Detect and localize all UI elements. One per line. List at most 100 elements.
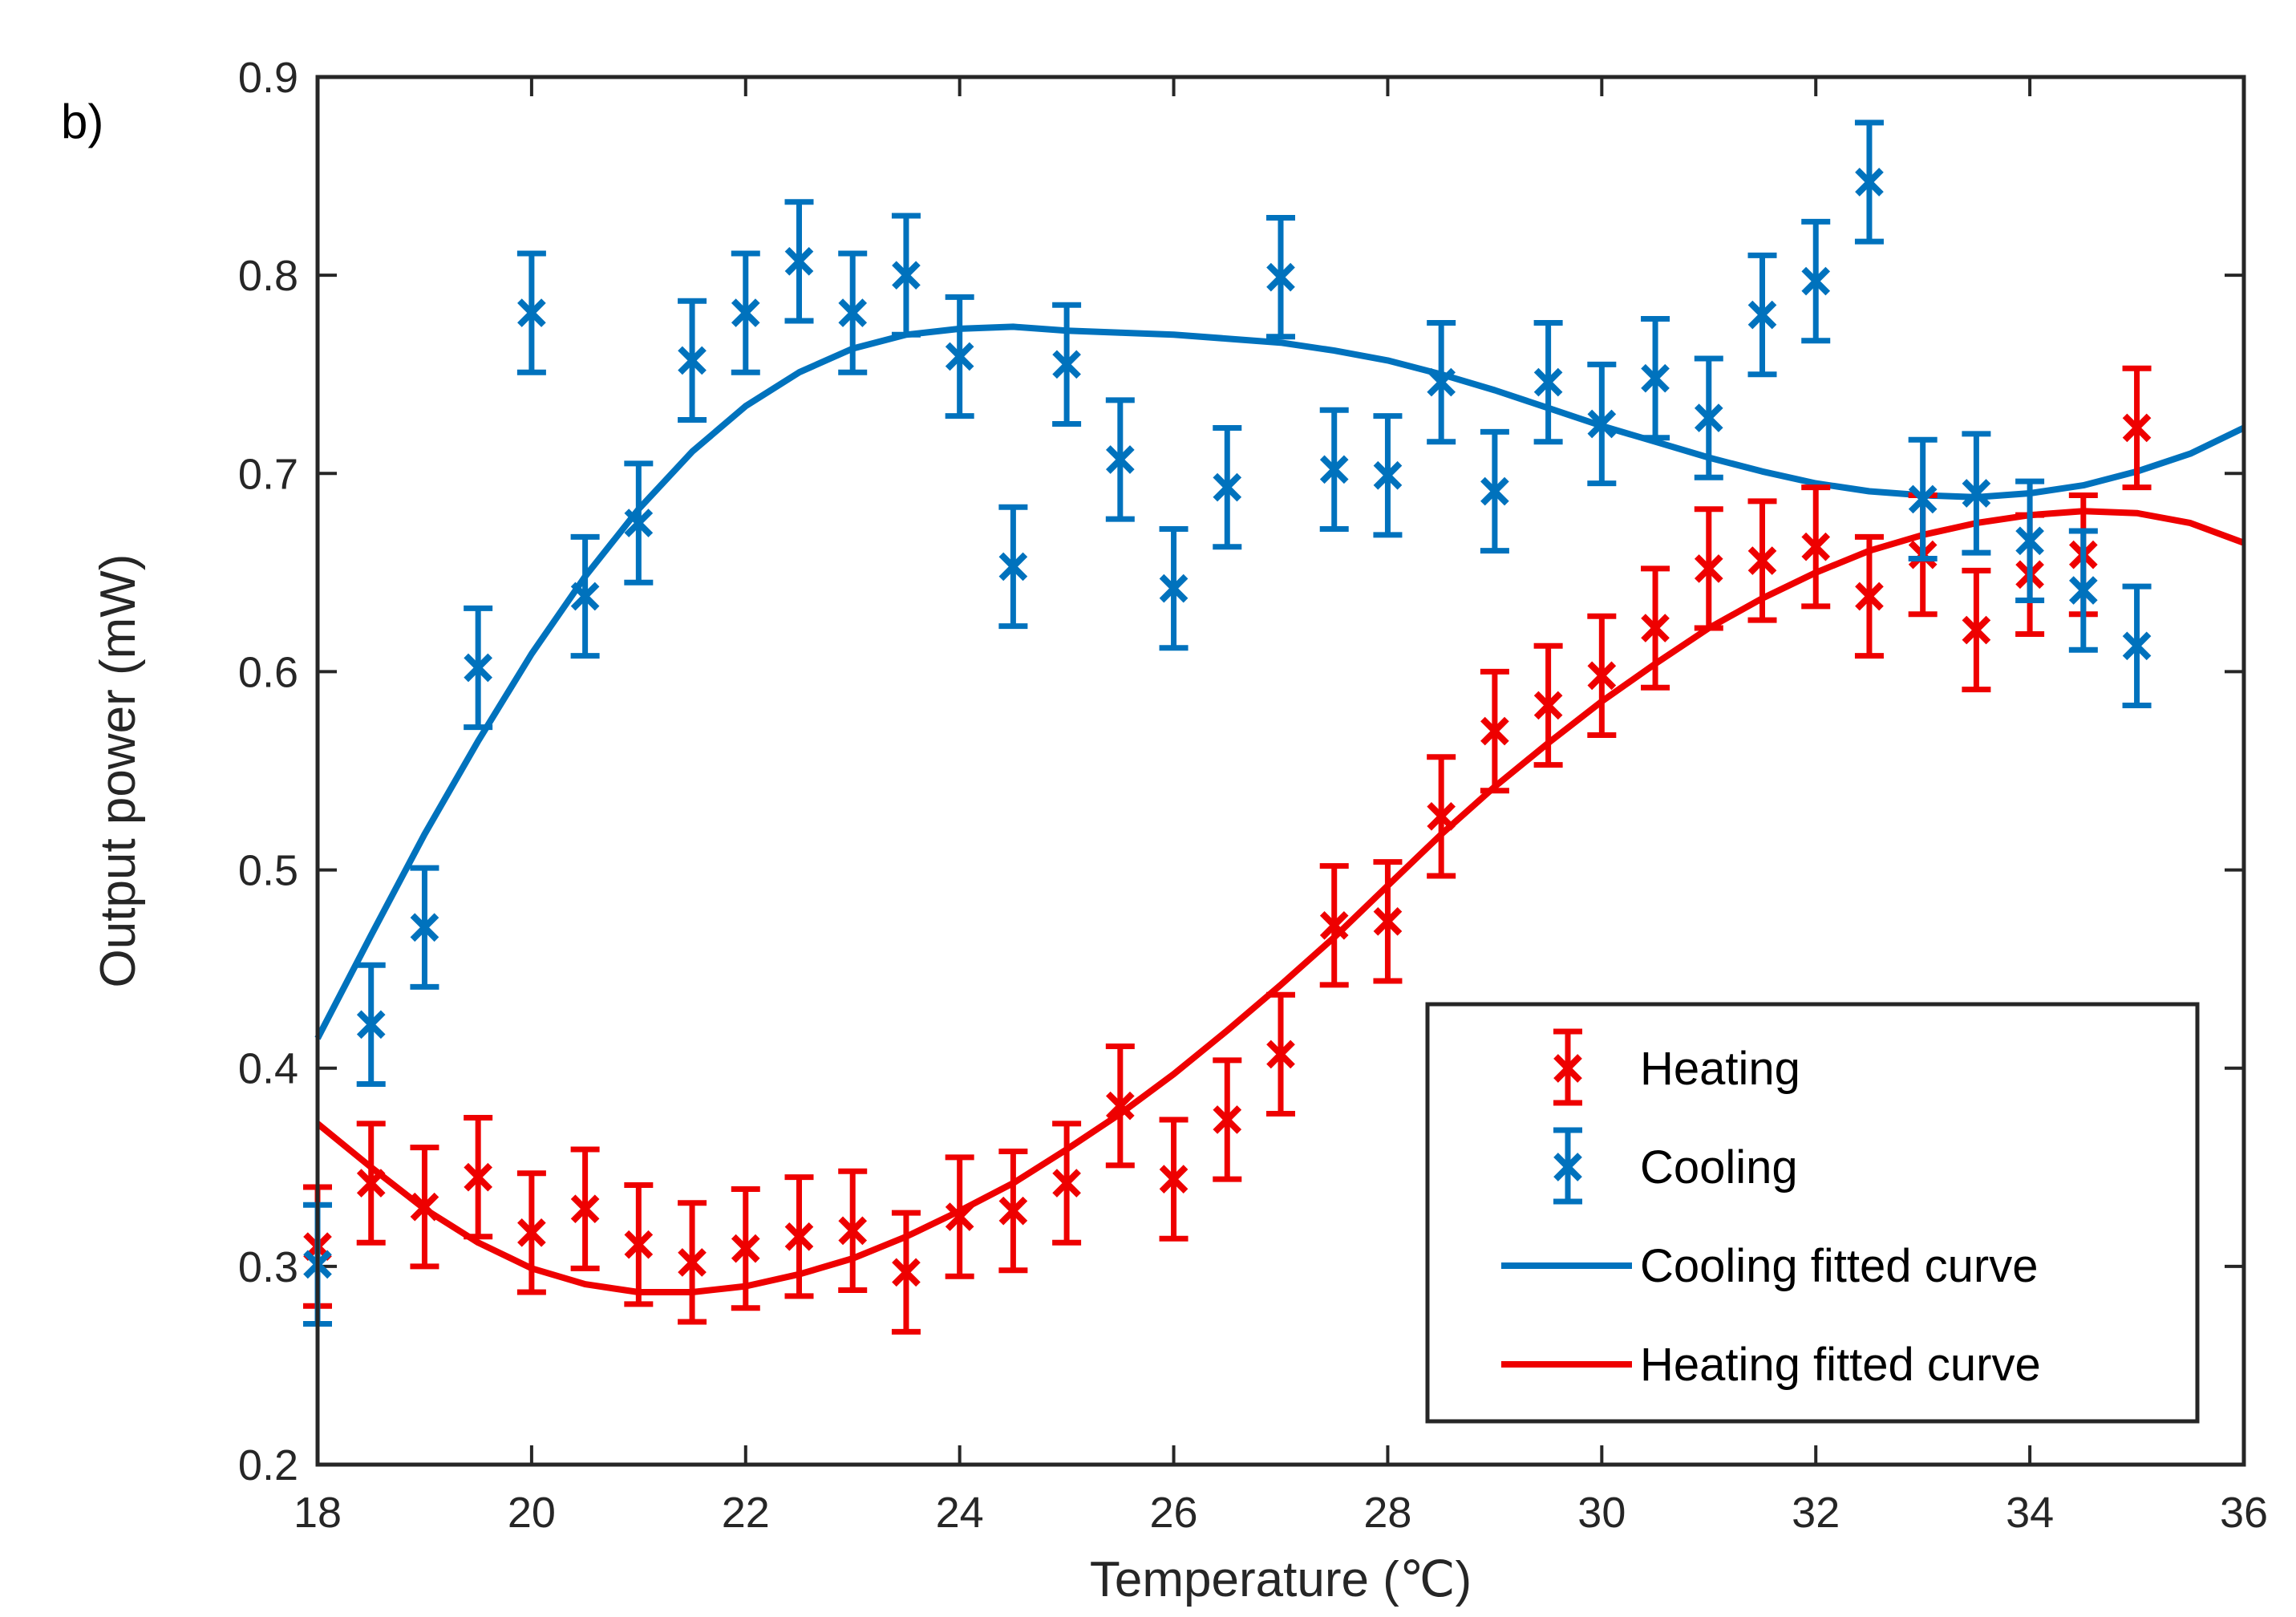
- cooling-point: [1747, 252, 1777, 378]
- x-tick-labels: 18 20 22 24 26 28 30 32 34 36: [294, 1489, 2268, 1537]
- cooling-point: [1373, 413, 1403, 538]
- plot-frame: [315, 75, 2246, 1467]
- legend-box: [1425, 1002, 2200, 1424]
- heating-point: [838, 1168, 868, 1294]
- heating-point: [1052, 1121, 1082, 1246]
- legend-label-cooling: Cooling: [1640, 1141, 1798, 1194]
- y-tick-label: 0.2: [238, 1441, 298, 1489]
- heating-point: [1641, 565, 1670, 691]
- heating-point: [1373, 859, 1403, 984]
- heating-point: [1533, 642, 1563, 768]
- heating-point: [1694, 506, 1723, 631]
- x-tick-label: 30: [1577, 1489, 1626, 1537]
- y-tick-labels: 0.2 0.3 0.4 0.5 0.6 0.7 0.8 0.9: [238, 54, 298, 1489]
- heating-point: [678, 1200, 707, 1325]
- y-tick-label: 0.4: [238, 1045, 298, 1093]
- panel-label: b): [61, 95, 103, 148]
- cooling-point: [2068, 528, 2098, 653]
- cooling-point: [1587, 361, 1617, 487]
- heating-point: [356, 1121, 386, 1246]
- cooling-point: [891, 213, 921, 338]
- heating-point: [2122, 365, 2152, 491]
- cooling-point: [410, 865, 439, 990]
- cooling-point: [1854, 120, 1884, 245]
- cooling-point: [1694, 355, 1723, 480]
- cooling-point: [1908, 436, 1938, 562]
- cooling-point: [1213, 424, 1242, 550]
- x-tick-label: 28: [1363, 1489, 1411, 1537]
- cooling-point: [1105, 397, 1135, 522]
- x-tick-label: 36: [2220, 1489, 2268, 1537]
- heating-point: [731, 1185, 760, 1311]
- legend: Heating Cooling Cooling fitted curve Hea…: [1425, 1002, 2200, 1424]
- y-tick-label: 0.8: [238, 252, 298, 300]
- legend-label-heating-fit: Heating fitted curve: [1640, 1339, 2041, 1391]
- cooling-point: [1319, 407, 1349, 532]
- tick-marks: [316, 75, 2245, 1466]
- heating-point: [464, 1115, 493, 1240]
- cooling-point: [784, 199, 814, 324]
- cooling-point: [1480, 428, 1509, 554]
- heating-point: [570, 1146, 600, 1271]
- x-tick-label: 34: [2006, 1489, 2054, 1537]
- cooling-point: [516, 250, 546, 375]
- cooling-point: [1801, 218, 1831, 344]
- heating-point: [1319, 863, 1349, 988]
- legend-label-heating: Heating: [1640, 1043, 1800, 1095]
- heating-point: [784, 1174, 814, 1299]
- heating-point: [1854, 533, 1884, 659]
- y-axis-label: Output power (mW): [91, 554, 146, 988]
- heating-point: [1587, 613, 1617, 739]
- heating-point: [1801, 484, 1831, 610]
- cooling-point: [356, 962, 386, 1087]
- y-tick-label: 0.5: [238, 847, 298, 895]
- cooling-point: [2122, 583, 2152, 708]
- x-axis-label: Temperature (℃): [1090, 1552, 1472, 1607]
- heating-point: [1962, 567, 1991, 693]
- cooling-point: [1266, 214, 1295, 340]
- heating-point: [998, 1149, 1028, 1274]
- heating-point: [1747, 498, 1777, 623]
- y-tick-label: 0.3: [238, 1243, 298, 1291]
- cooling-point: [838, 250, 868, 375]
- heating-point: [1159, 1116, 1188, 1242]
- y-tick-label: 0.9: [238, 54, 298, 102]
- cooling-point: [678, 298, 707, 424]
- heating-point: [410, 1145, 439, 1270]
- cooling-point: [1533, 319, 1563, 445]
- cooling-point: [731, 250, 760, 375]
- cooling-point: [464, 605, 493, 731]
- heating-point: [624, 1182, 654, 1307]
- cooling-point: [998, 504, 1028, 630]
- cooling-fitted-curve-line: [314, 323, 2245, 1040]
- cooling-point: [2015, 478, 2045, 603]
- x-tick-label: 26: [1150, 1489, 1198, 1537]
- heating-point: [945, 1154, 974, 1279]
- cooling-point: [1427, 319, 1456, 445]
- heating-point: [516, 1170, 546, 1295]
- cooling-point: [1962, 431, 1991, 556]
- heating-point: [1105, 1044, 1135, 1169]
- legend-label-cooling-fit: Cooling fitted curve: [1640, 1240, 2038, 1292]
- heating-point: [1427, 754, 1456, 879]
- x-tick-label: 18: [294, 1489, 342, 1537]
- cooling-point: [945, 294, 974, 419]
- heating-point: [891, 1210, 921, 1335]
- cooling-point: [1641, 316, 1670, 441]
- heating-point: [1213, 1057, 1242, 1182]
- cooling-point: [624, 460, 654, 586]
- legend-markers: [1501, 1028, 1632, 1368]
- x-tick-label: 20: [508, 1489, 556, 1537]
- heating-point: [1266, 991, 1295, 1117]
- heating-point: [1480, 668, 1509, 794]
- legend-marker-heating: [1553, 1028, 1582, 1106]
- legend-marker-cooling: [1553, 1127, 1582, 1205]
- x-tick-label: 32: [1792, 1489, 1840, 1537]
- y-tick-label: 0.6: [238, 648, 298, 696]
- cooling-point: [1159, 525, 1188, 651]
- y-tick-label: 0.7: [238, 450, 298, 498]
- x-tick-label: 24: [936, 1489, 984, 1537]
- x-tick-label: 22: [722, 1489, 770, 1537]
